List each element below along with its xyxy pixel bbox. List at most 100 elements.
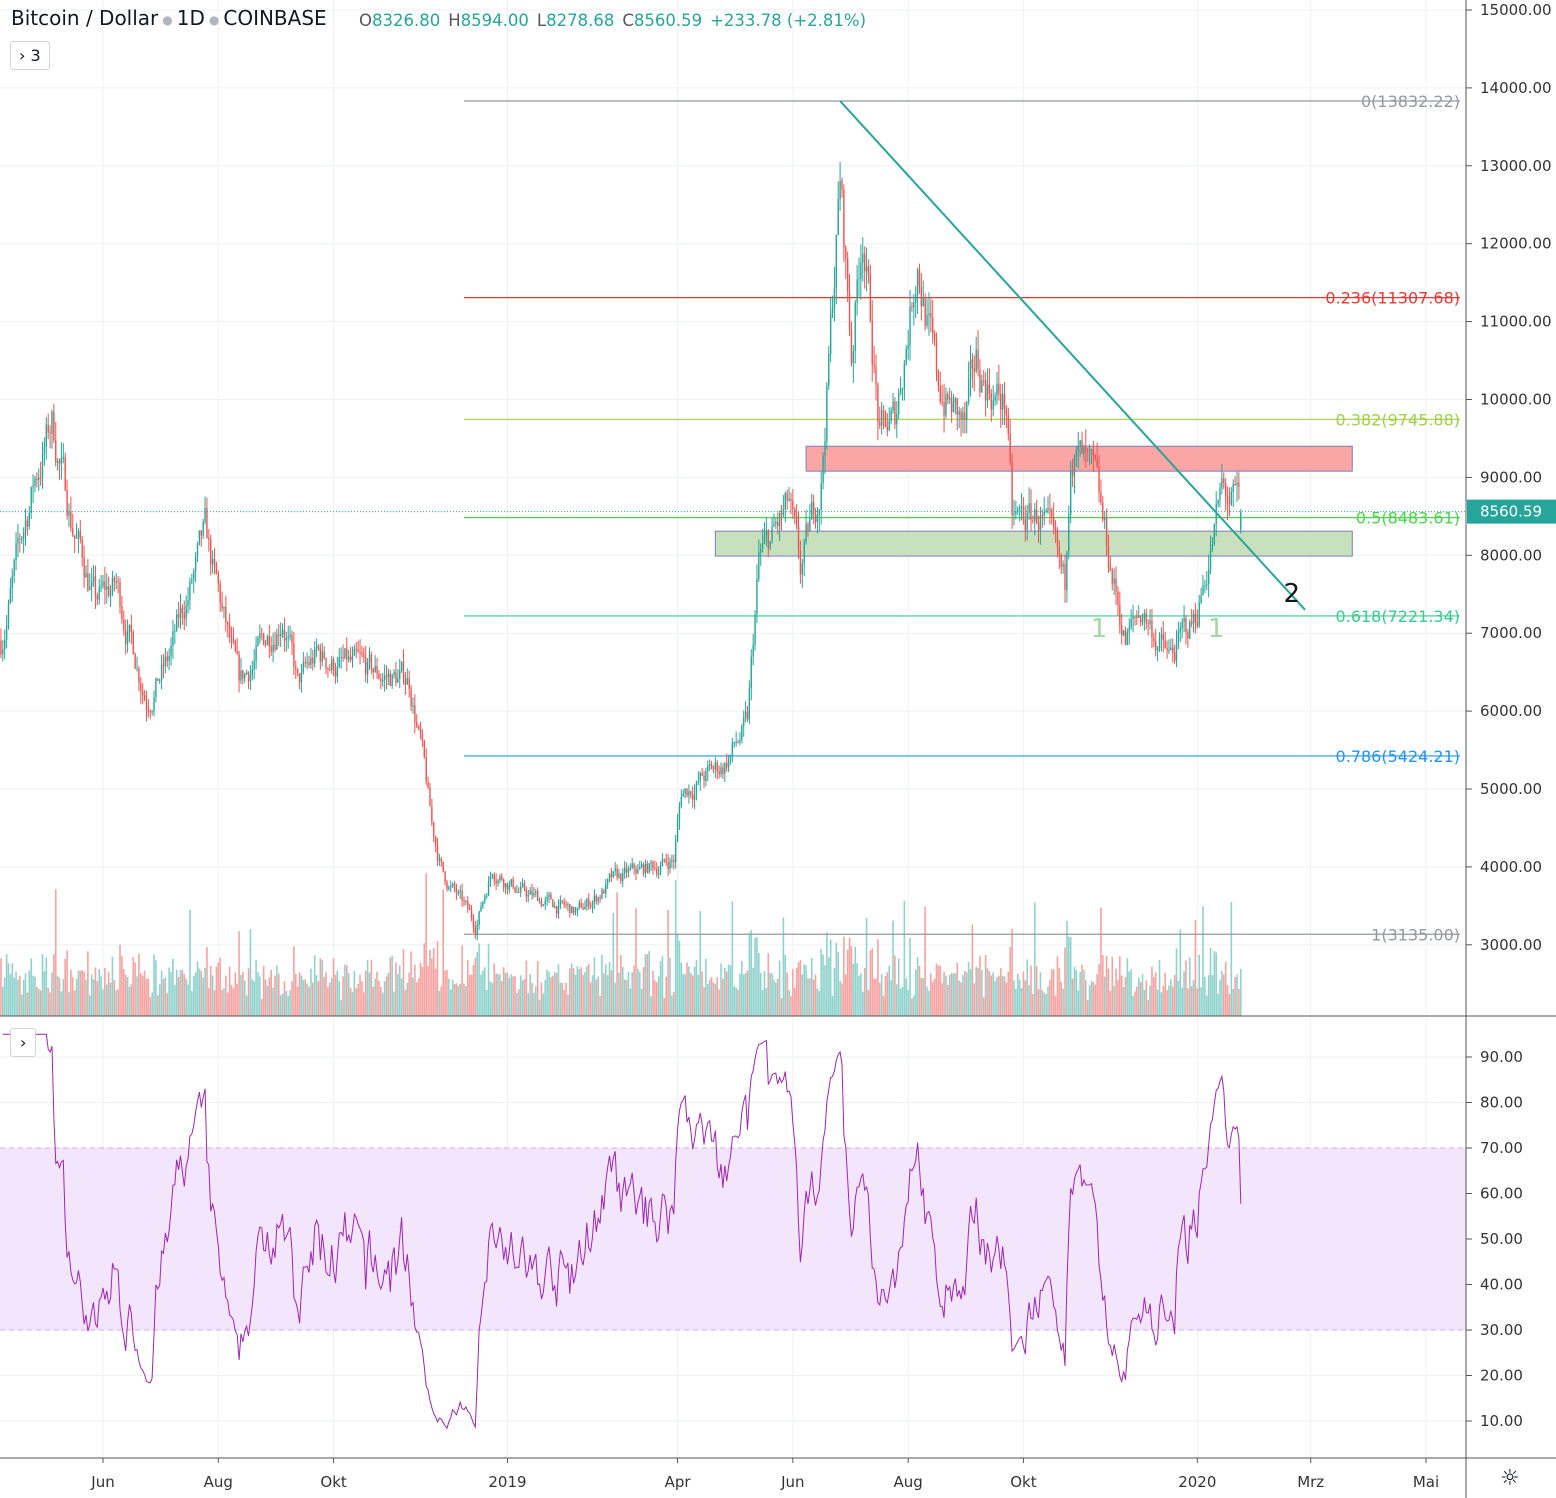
volume-bar <box>1032 994 1034 1016</box>
candle-body <box>542 904 545 907</box>
candle-body <box>631 863 633 868</box>
volume-bar <box>621 966 624 1016</box>
volume-bar <box>572 968 575 1016</box>
candle-body <box>72 528 74 536</box>
candle-body <box>1035 509 1038 524</box>
volume-bar <box>1081 964 1083 1016</box>
time-tick-label: Aug <box>893 1473 922 1491</box>
volume-bar <box>984 954 987 1016</box>
rsi-toggle-button[interactable]: › <box>10 1028 37 1057</box>
candle-body <box>754 614 756 645</box>
volume-bar <box>230 984 233 1016</box>
volume-bar <box>546 969 548 1016</box>
candle-body <box>1145 613 1147 624</box>
candle-body <box>1088 449 1091 451</box>
volume-bar <box>767 953 770 1016</box>
candle-body <box>308 662 310 665</box>
candle-body <box>89 586 91 591</box>
volume-bar <box>310 968 312 1016</box>
candle-body <box>159 679 161 682</box>
candle-body <box>100 585 102 588</box>
candle-body <box>920 286 923 307</box>
candle-body <box>669 861 671 869</box>
candle-body <box>637 869 639 874</box>
volume-bar <box>584 972 586 1016</box>
volume-bar <box>846 949 849 1016</box>
candle-body <box>576 907 579 911</box>
symbol-title[interactable]: Bitcoin / Dollar ● 1D ● COINBASE <box>11 6 327 30</box>
volume-bar <box>1090 980 1093 1016</box>
candle-body <box>187 600 189 606</box>
volume-bar <box>504 972 507 1016</box>
candle-body <box>574 910 577 913</box>
candle-body <box>185 605 187 619</box>
candle-body <box>468 907 471 911</box>
volume-bar <box>1234 977 1236 1016</box>
volume-bar <box>1041 990 1044 1016</box>
volume-bar <box>990 975 993 1016</box>
volume-bar <box>174 984 176 1016</box>
candle-body <box>200 530 202 536</box>
gear-icon[interactable]: ☼ <box>1500 1466 1520 1491</box>
candle-body <box>767 531 769 549</box>
candle-body <box>262 633 265 645</box>
volume-bar <box>175 969 178 1016</box>
candle-body <box>909 306 911 346</box>
candle-body <box>533 893 535 896</box>
volume-bar <box>555 972 558 1016</box>
interval[interactable]: 1D <box>176 6 205 30</box>
candle-body <box>967 378 970 403</box>
price-tick-label: 14000.00 <box>1480 79 1552 97</box>
candle-body <box>346 648 348 660</box>
trendline[interactable] <box>839 100 1306 611</box>
volume-bar <box>380 986 382 1016</box>
volume-bar <box>1207 975 1210 1016</box>
volume-bar <box>1088 985 1091 1016</box>
resistance-zone[interactable] <box>805 445 1353 472</box>
candle-body <box>1232 484 1234 492</box>
candle-body <box>871 321 873 365</box>
candle-body <box>1039 515 1042 531</box>
volume-bar <box>710 977 713 1016</box>
candle-body <box>605 884 607 894</box>
volume-bar <box>606 975 609 1016</box>
volume-bar <box>198 968 201 1016</box>
candle-body <box>1213 524 1216 544</box>
volume-bar <box>1158 960 1161 1016</box>
candle-body <box>606 878 609 885</box>
candle-body <box>716 762 718 772</box>
volume-bar <box>181 970 184 1016</box>
volume-bar <box>1111 957 1114 1016</box>
candle-body <box>654 868 656 870</box>
support-zone[interactable] <box>714 530 1353 557</box>
candle-body <box>293 643 295 667</box>
candle-body <box>886 426 889 431</box>
volume-bar <box>200 970 203 1016</box>
candle-body <box>393 671 395 675</box>
candle-body <box>811 501 813 520</box>
candle-body <box>935 339 938 371</box>
candle-body <box>338 657 340 667</box>
candle-body <box>1069 471 1072 515</box>
volume-bar <box>172 958 174 1016</box>
candle-body <box>913 302 915 308</box>
candle-body <box>1198 602 1200 626</box>
volume-bar <box>436 940 439 1016</box>
volume-bar <box>674 879 677 1016</box>
volume-bar <box>746 970 749 1016</box>
candle-body <box>954 398 957 403</box>
volume-bar <box>393 991 395 1016</box>
candle-body <box>329 669 331 671</box>
candle-body <box>988 384 991 394</box>
volume-bar <box>1062 988 1064 1016</box>
candle-body <box>775 522 777 524</box>
indicators-toggle-button[interactable]: › 3 <box>10 41 50 70</box>
candle-body <box>680 796 683 806</box>
volume-bar <box>935 963 938 1016</box>
volume-bar <box>28 970 31 1016</box>
candle-body <box>1054 528 1057 532</box>
volume-bar <box>1030 965 1032 1016</box>
volume-bar <box>735 987 737 1016</box>
candle-body <box>937 370 940 387</box>
